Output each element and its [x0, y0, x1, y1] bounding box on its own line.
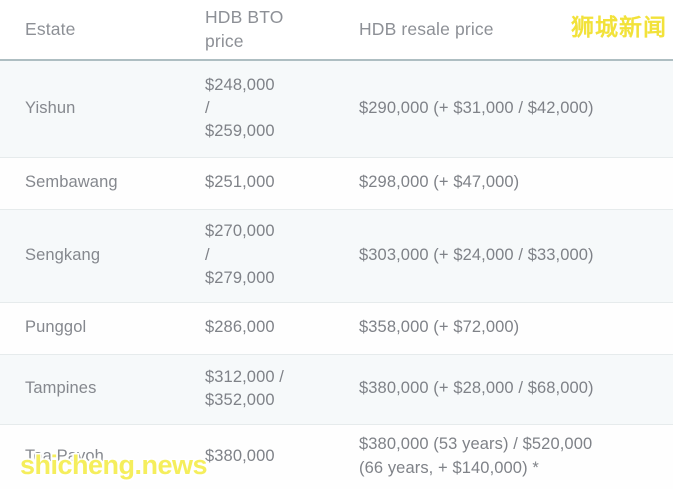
cell-estate: Sembawang [0, 157, 199, 209]
cell-estate: Yishun [0, 60, 199, 157]
table-row: Sengkang $270,000 / $279,000 $303,000 (+… [0, 209, 673, 302]
resale-price-line: $358,000 (+ $72,000) [359, 318, 520, 337]
cell-estate: Punggol [0, 302, 199, 354]
resale-price-line: $290,000 (+ $31,000 / $42,000) [359, 99, 594, 118]
column-header-bto-line2: price [205, 30, 244, 51]
table-row: Tampines $312,000 / $352,000 $380,000 (+… [0, 354, 673, 424]
estate-name: Yishun [25, 99, 76, 118]
cell-bto-price: $286,000 [199, 302, 354, 354]
bto-price-line: $286,000 [205, 318, 275, 337]
cell-resale-price: $380,000 (+ $28,000 / $68,000) [354, 354, 673, 424]
estate-name: Sengkang [25, 245, 101, 264]
table-row: Toa Payoh $380,000 $380,000 (53 years) /… [0, 424, 673, 489]
column-header-resale-label: HDB resale price [359, 18, 494, 39]
cell-estate: Sengkang [0, 209, 199, 302]
cell-resale-price: $290,000 (+ $31,000 / $42,000) [354, 60, 673, 157]
bto-price-line: $279,000 [205, 269, 275, 288]
cell-bto-price: $270,000 / $279,000 [199, 209, 354, 302]
bto-price-line: $259,000 [205, 122, 275, 141]
resale-price-line: $380,000 (53 years) / $520,000 [359, 435, 593, 454]
column-header-resale-price: HDB resale price [354, 0, 673, 60]
table-header: Estate HDB BTO price HDB resale price [0, 0, 673, 60]
table-header-row: Estate HDB BTO price HDB resale price [0, 0, 673, 60]
cell-resale-price: $298,000 (+ $47,000) [354, 157, 673, 209]
bto-price-line: $312,000 / [205, 367, 284, 386]
bto-price-line: / [205, 99, 210, 118]
cell-bto-price: $312,000 / $352,000 [199, 354, 354, 424]
column-header-estate-label: Estate [25, 18, 76, 39]
cell-estate: Tampines [0, 354, 199, 424]
column-header-bto-price: HDB BTO price [199, 0, 354, 60]
cell-bto-price: $251,000 [199, 157, 354, 209]
table-row: Yishun $248,000 / $259,000 $290,000 (+ $… [0, 60, 673, 157]
bto-price-line: $251,000 [205, 173, 275, 192]
bto-price-line: $248,000 [205, 75, 275, 94]
resale-price-line: (66 years, + $140,000) * [359, 458, 539, 477]
resale-price-line: $298,000 (+ $47,000) [359, 173, 520, 192]
cell-estate: Toa Payoh [0, 424, 199, 489]
cell-resale-price: $380,000 (53 years) / $520,000 (66 years… [354, 424, 673, 489]
column-header-estate: Estate [0, 0, 199, 60]
cell-resale-price: $303,000 (+ $24,000 / $33,000) [354, 209, 673, 302]
bto-price-line: $270,000 [205, 222, 275, 241]
bto-price-line: $352,000 [205, 391, 275, 409]
estate-name: Sembawang [25, 173, 118, 192]
resale-price-line: $380,000 (+ $28,000 / $68,000) [359, 379, 594, 398]
cell-bto-price: $248,000 / $259,000 [199, 60, 354, 157]
estate-name: Tampines [25, 379, 97, 398]
resale-price-line: $303,000 (+ $24,000 / $33,000) [359, 245, 594, 264]
bto-price-line: / [205, 245, 210, 264]
cell-bto-price: $380,000 [199, 424, 354, 489]
estate-name: Toa Payoh [25, 447, 104, 466]
table-row: Sembawang $251,000 $298,000 (+ $47,000) [0, 157, 673, 209]
cell-resale-price: $358,000 (+ $72,000) [354, 302, 673, 354]
column-header-bto-line1: HDB BTO [205, 7, 284, 28]
table-row: Punggol $286,000 $358,000 (+ $72,000) [0, 302, 673, 354]
estate-name: Punggol [25, 318, 87, 337]
bto-price-line: $380,000 [205, 447, 275, 466]
table-body: Yishun $248,000 / $259,000 $290,000 (+ $… [0, 60, 673, 489]
